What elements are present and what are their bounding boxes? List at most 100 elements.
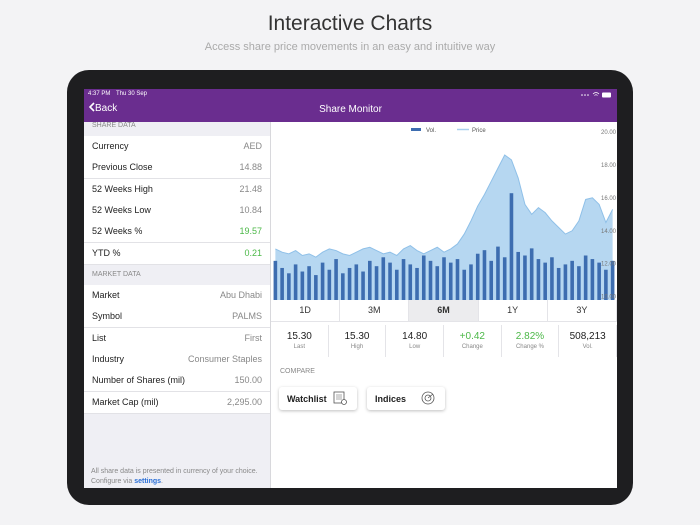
row-value: 2,295.00 <box>226 396 262 407</box>
volume-bar <box>327 269 332 300</box>
settings-link[interactable]: settings <box>134 478 162 485</box>
volume-bar <box>320 262 325 300</box>
row-label: Symbol <box>92 311 123 322</box>
stat-value: 15.30 <box>344 331 370 342</box>
status-icons <box>581 92 611 98</box>
stat-value: +0.42 <box>459 331 485 342</box>
price-line <box>275 154 614 258</box>
volume-bar <box>489 260 494 300</box>
button-icon <box>421 391 435 405</box>
volume-bar <box>448 262 453 300</box>
volume-bar <box>287 273 291 300</box>
data-row: Market Cap (mil) 2,295.00 <box>84 391 270 414</box>
status-time: 4:37 PM <box>88 91 111 97</box>
volume-bar <box>435 266 440 300</box>
volume-bar <box>401 259 406 300</box>
range-tab[interactable]: 3Y <box>547 300 617 322</box>
stat-label: Change <box>461 344 483 350</box>
footnote: All share data is presented in currency … <box>91 467 261 487</box>
volume-bar <box>442 257 446 300</box>
row-label: 52 Weeks Low <box>92 204 151 215</box>
y-tick-label: 14.00 <box>601 229 617 235</box>
back-chevron <box>88 102 95 112</box>
row-label: 52 Weeks % <box>92 226 143 237</box>
volume-bar <box>529 248 534 300</box>
stat-cell: 14.80 Low <box>386 325 444 357</box>
row-label: Currency <box>92 141 129 151</box>
page-subtitle: Access share price movements in an easy … <box>204 41 496 53</box>
legend-swatch <box>411 128 421 131</box>
volume-bar <box>388 262 392 300</box>
range-tab[interactable]: 1Y <box>478 300 548 322</box>
data-row: 52 Weeks % 19.57 <box>84 221 270 244</box>
back-button[interactable]: Back <box>88 102 117 114</box>
stat-label: Change % <box>515 344 544 350</box>
range-tab[interactable]: 6M <box>409 300 479 322</box>
y-tick-label: 18.00 <box>601 163 617 169</box>
volume-bar <box>610 260 615 300</box>
data-row: Symbol PALMS <box>84 306 270 329</box>
section-heading: MARKET DATA <box>92 271 141 278</box>
price-area <box>275 154 613 300</box>
stat-cell: 508,213 Vol. <box>559 325 617 357</box>
volume-bar <box>347 267 352 300</box>
stat-value: 508,213 <box>569 331 606 342</box>
volume-bar <box>536 259 541 300</box>
row-value: Abu Dhabi <box>219 290 262 300</box>
volume-bar <box>394 269 399 300</box>
volume-bar <box>408 264 413 300</box>
y-tick-label: 12.00 <box>601 262 617 268</box>
row-value: 0.21 <box>244 247 262 258</box>
volume-bar <box>462 269 467 300</box>
volume-bar <box>590 259 595 300</box>
row-label: Market <box>92 290 120 300</box>
volume-bar <box>482 250 487 300</box>
data-row: YTD % 0.21 <box>84 242 270 265</box>
stat-cell: 15.30 Last <box>271 325 329 357</box>
volume-bar <box>502 257 507 300</box>
legend-label: Price <box>472 128 486 134</box>
stat-value: 15.30 <box>286 331 312 342</box>
volume-bar <box>381 257 386 300</box>
stat-value: 2.82% <box>515 331 545 342</box>
row-label: List <box>92 332 107 343</box>
data-row: List First <box>84 327 270 350</box>
footnote-end: . <box>161 478 163 485</box>
volume-bar <box>428 260 433 300</box>
data-panel: SHARE DATA Currency AED Previous Close 14.88… <box>84 122 271 488</box>
button-icon <box>333 391 347 405</box>
range-tab[interactable]: 1D <box>271 300 341 322</box>
row-label: Number of Shares (mil) <box>92 375 186 386</box>
volume-bar <box>341 273 345 300</box>
stat-cell: 15.30 High <box>329 325 387 357</box>
volume-bar <box>307 266 311 300</box>
volume-bar <box>334 259 338 300</box>
volume-bar <box>421 255 426 300</box>
volume-bar <box>604 269 608 300</box>
volume-bar <box>368 260 372 300</box>
nav-bar: 4:37 PM Thu 30 Sep Back Share Monitor <box>84 89 617 122</box>
data-row: 52 Weeks High 21.48 <box>84 178 270 201</box>
volume-bar <box>523 255 527 300</box>
compare-button[interactable]: Watchlist <box>279 387 357 410</box>
compare-button[interactable]: Indices <box>367 387 445 410</box>
section-heading: COMPARE <box>280 368 315 375</box>
button-label: Watchlist <box>287 394 327 404</box>
volume-bar <box>415 267 419 300</box>
row-value: 19.57 <box>239 226 262 237</box>
volume-bar <box>300 271 305 300</box>
row-value: AED <box>243 141 262 151</box>
volume-bar <box>563 264 568 300</box>
stat-label: High <box>350 344 364 350</box>
volume-bar <box>469 264 473 300</box>
range-tab[interactable]: 3M <box>340 300 410 322</box>
volume-bar <box>577 266 581 300</box>
status-date: Thu 30 Sep <box>116 91 148 97</box>
volume-bar <box>354 264 359 300</box>
page-title: Interactive Charts <box>267 12 433 35</box>
row-value: 150.00 <box>234 375 262 386</box>
nav-title: Share Monitor <box>319 104 382 115</box>
data-row: 52 Weeks Low 10.84 <box>84 199 270 222</box>
section-heading: SHARE DATA <box>92 122 136 129</box>
button-label: Indices <box>375 394 407 404</box>
